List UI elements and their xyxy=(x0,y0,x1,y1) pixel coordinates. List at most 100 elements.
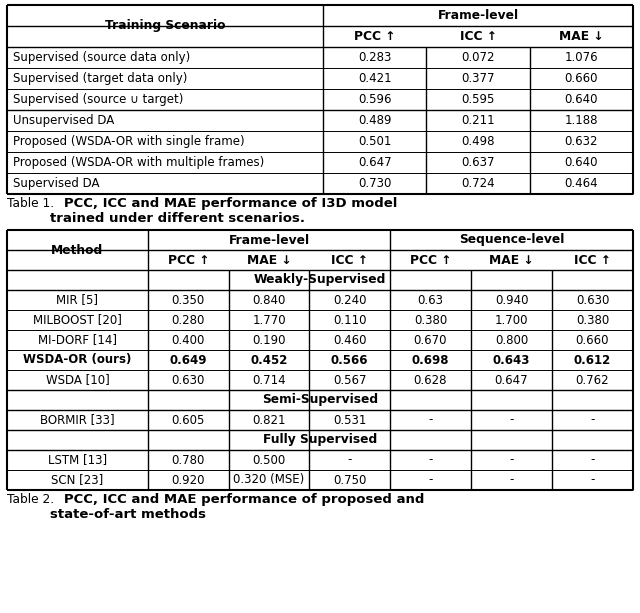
Text: 0.377: 0.377 xyxy=(461,72,495,85)
Text: 0.632: 0.632 xyxy=(564,135,598,148)
Text: Supervised (source ∪ target): Supervised (source ∪ target) xyxy=(13,93,184,106)
Text: MILBOOST [20]: MILBOOST [20] xyxy=(33,313,122,327)
Text: Frame-level: Frame-level xyxy=(437,9,518,22)
Text: MAE ↓: MAE ↓ xyxy=(246,254,291,267)
Text: 0.840: 0.840 xyxy=(252,294,285,306)
Text: 0.920: 0.920 xyxy=(172,473,205,487)
Text: -: - xyxy=(509,454,514,466)
Text: WSDA [10]: WSDA [10] xyxy=(45,373,109,387)
Text: 0.110: 0.110 xyxy=(333,313,367,327)
Text: 0.63: 0.63 xyxy=(417,294,444,306)
Text: 0.670: 0.670 xyxy=(413,333,447,346)
Text: 0.464: 0.464 xyxy=(564,177,598,190)
Text: 0.630: 0.630 xyxy=(576,294,609,306)
Text: -: - xyxy=(509,414,514,427)
Text: 0.714: 0.714 xyxy=(252,373,286,387)
Text: 0.500: 0.500 xyxy=(252,454,285,466)
Text: Fully Supervised: Fully Supervised xyxy=(263,433,377,446)
Text: 0.628: 0.628 xyxy=(413,373,447,387)
Text: 0.350: 0.350 xyxy=(172,294,205,306)
Text: 0.698: 0.698 xyxy=(412,354,449,367)
Text: 0.531: 0.531 xyxy=(333,414,366,427)
Text: MAE ↓: MAE ↓ xyxy=(559,30,604,43)
Text: ICC ↑: ICC ↑ xyxy=(574,254,611,267)
Text: 0.280: 0.280 xyxy=(172,313,205,327)
Text: MAE ↓: MAE ↓ xyxy=(489,254,534,267)
Text: 0.190: 0.190 xyxy=(252,333,285,346)
Text: 0.649: 0.649 xyxy=(170,354,207,367)
Text: PCC ↑: PCC ↑ xyxy=(354,30,396,43)
Text: 0.595: 0.595 xyxy=(461,93,495,106)
Text: 0.940: 0.940 xyxy=(495,294,528,306)
Text: Table 1.: Table 1. xyxy=(7,197,54,210)
Text: Proposed (WSDA-OR with multiple frames): Proposed (WSDA-OR with multiple frames) xyxy=(13,156,264,169)
Text: 0.567: 0.567 xyxy=(333,373,367,387)
Text: 0.637: 0.637 xyxy=(461,156,495,169)
Text: 0.821: 0.821 xyxy=(252,414,285,427)
Text: Proposed (WSDA-OR with single frame): Proposed (WSDA-OR with single frame) xyxy=(13,135,244,148)
Text: 0.566: 0.566 xyxy=(331,354,369,367)
Text: PCC ↑: PCC ↑ xyxy=(410,254,451,267)
Text: PCC, ICC and MAE performance of I3D model
trained under different scenarios.: PCC, ICC and MAE performance of I3D mode… xyxy=(50,197,397,225)
Text: 0.421: 0.421 xyxy=(358,72,392,85)
Text: 1.700: 1.700 xyxy=(495,313,528,327)
Text: 0.762: 0.762 xyxy=(576,373,609,387)
Text: 0.647: 0.647 xyxy=(358,156,392,169)
Text: 0.660: 0.660 xyxy=(576,333,609,346)
Text: -: - xyxy=(590,473,595,487)
Text: Supervised (source data only): Supervised (source data only) xyxy=(13,51,190,64)
Text: 1.188: 1.188 xyxy=(564,114,598,127)
Text: ICC ↑: ICC ↑ xyxy=(331,254,368,267)
Text: 1.770: 1.770 xyxy=(252,313,286,327)
Text: 0.605: 0.605 xyxy=(172,414,205,427)
Text: 0.630: 0.630 xyxy=(172,373,205,387)
Text: -: - xyxy=(428,454,433,466)
Text: 0.730: 0.730 xyxy=(358,177,391,190)
Text: 0.072: 0.072 xyxy=(461,51,495,64)
Text: -: - xyxy=(590,414,595,427)
Text: 0.283: 0.283 xyxy=(358,51,391,64)
Text: 0.400: 0.400 xyxy=(172,333,205,346)
Text: Training Scenario: Training Scenario xyxy=(105,20,225,32)
Text: Unsupervised DA: Unsupervised DA xyxy=(13,114,115,127)
Text: MIR [5]: MIR [5] xyxy=(56,294,99,306)
Text: 0.800: 0.800 xyxy=(495,333,528,346)
Text: MI-DORF [14]: MI-DORF [14] xyxy=(38,333,117,346)
Text: Frame-level: Frame-level xyxy=(228,234,310,246)
Text: 0.640: 0.640 xyxy=(564,156,598,169)
Text: 0.780: 0.780 xyxy=(172,454,205,466)
Text: Supervised (target data only): Supervised (target data only) xyxy=(13,72,188,85)
Text: PCC, ICC and MAE performance of proposed and
state-of-art methods: PCC, ICC and MAE performance of proposed… xyxy=(50,493,424,521)
Text: 0.460: 0.460 xyxy=(333,333,367,346)
Text: 0.660: 0.660 xyxy=(564,72,598,85)
Text: -: - xyxy=(428,414,433,427)
Text: ICC ↑: ICC ↑ xyxy=(460,30,497,43)
Text: 0.240: 0.240 xyxy=(333,294,367,306)
Text: 0.596: 0.596 xyxy=(358,93,392,106)
Text: -: - xyxy=(509,473,514,487)
Text: Supervised DA: Supervised DA xyxy=(13,177,99,190)
Text: Method: Method xyxy=(51,243,104,256)
Text: 0.647: 0.647 xyxy=(495,373,528,387)
Text: 0.380: 0.380 xyxy=(414,313,447,327)
Text: 0.498: 0.498 xyxy=(461,135,495,148)
Text: -: - xyxy=(348,454,352,466)
Text: PCC ↑: PCC ↑ xyxy=(168,254,209,267)
Text: LSTM [13]: LSTM [13] xyxy=(48,454,107,466)
Text: 1.076: 1.076 xyxy=(564,51,598,64)
Text: 0.501: 0.501 xyxy=(358,135,391,148)
Text: 0.612: 0.612 xyxy=(574,354,611,367)
Text: 0.640: 0.640 xyxy=(564,93,598,106)
Text: 0.320 (MSE): 0.320 (MSE) xyxy=(234,473,305,487)
Text: Semi-Supervised: Semi-Supervised xyxy=(262,394,378,406)
Text: 0.643: 0.643 xyxy=(493,354,530,367)
Text: 0.750: 0.750 xyxy=(333,473,366,487)
Text: SCN [23]: SCN [23] xyxy=(51,473,104,487)
Text: 0.724: 0.724 xyxy=(461,177,495,190)
Text: BORMIR [33]: BORMIR [33] xyxy=(40,414,115,427)
Text: 0.211: 0.211 xyxy=(461,114,495,127)
Text: -: - xyxy=(428,473,433,487)
Text: WSDA-OR (ours): WSDA-OR (ours) xyxy=(23,354,132,367)
Text: Sequence-level: Sequence-level xyxy=(459,234,564,246)
Text: Table 2.: Table 2. xyxy=(7,493,54,506)
